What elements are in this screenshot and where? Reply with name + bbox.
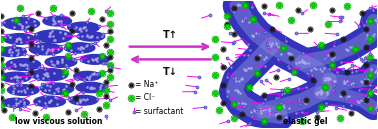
Circle shape bbox=[0, 47, 26, 57]
Text: low viscous solution: low viscous solution bbox=[15, 117, 103, 126]
Circle shape bbox=[68, 22, 99, 33]
Circle shape bbox=[81, 55, 109, 64]
Circle shape bbox=[1, 72, 31, 82]
Text: T↓: T↓ bbox=[163, 67, 178, 77]
Circle shape bbox=[2, 98, 29, 107]
Circle shape bbox=[74, 71, 101, 81]
Circle shape bbox=[29, 44, 62, 55]
Circle shape bbox=[65, 43, 95, 53]
Circle shape bbox=[69, 95, 98, 105]
Circle shape bbox=[34, 96, 65, 107]
Circle shape bbox=[77, 32, 105, 41]
Text: = surfactant: = surfactant bbox=[135, 107, 184, 116]
Text: = Na⁺: = Na⁺ bbox=[135, 80, 158, 89]
Circle shape bbox=[76, 82, 106, 93]
Circle shape bbox=[8, 85, 39, 95]
Circle shape bbox=[6, 59, 40, 70]
Circle shape bbox=[43, 16, 71, 26]
Text: = Cl⁻: = Cl⁻ bbox=[135, 93, 155, 102]
Circle shape bbox=[32, 69, 68, 81]
Text: T↑: T↑ bbox=[163, 30, 178, 40]
Circle shape bbox=[35, 30, 72, 43]
Circle shape bbox=[3, 18, 39, 30]
Text: elastic gel: elastic gel bbox=[284, 117, 328, 126]
Circle shape bbox=[4, 34, 35, 44]
Circle shape bbox=[40, 83, 74, 94]
Circle shape bbox=[45, 57, 77, 67]
